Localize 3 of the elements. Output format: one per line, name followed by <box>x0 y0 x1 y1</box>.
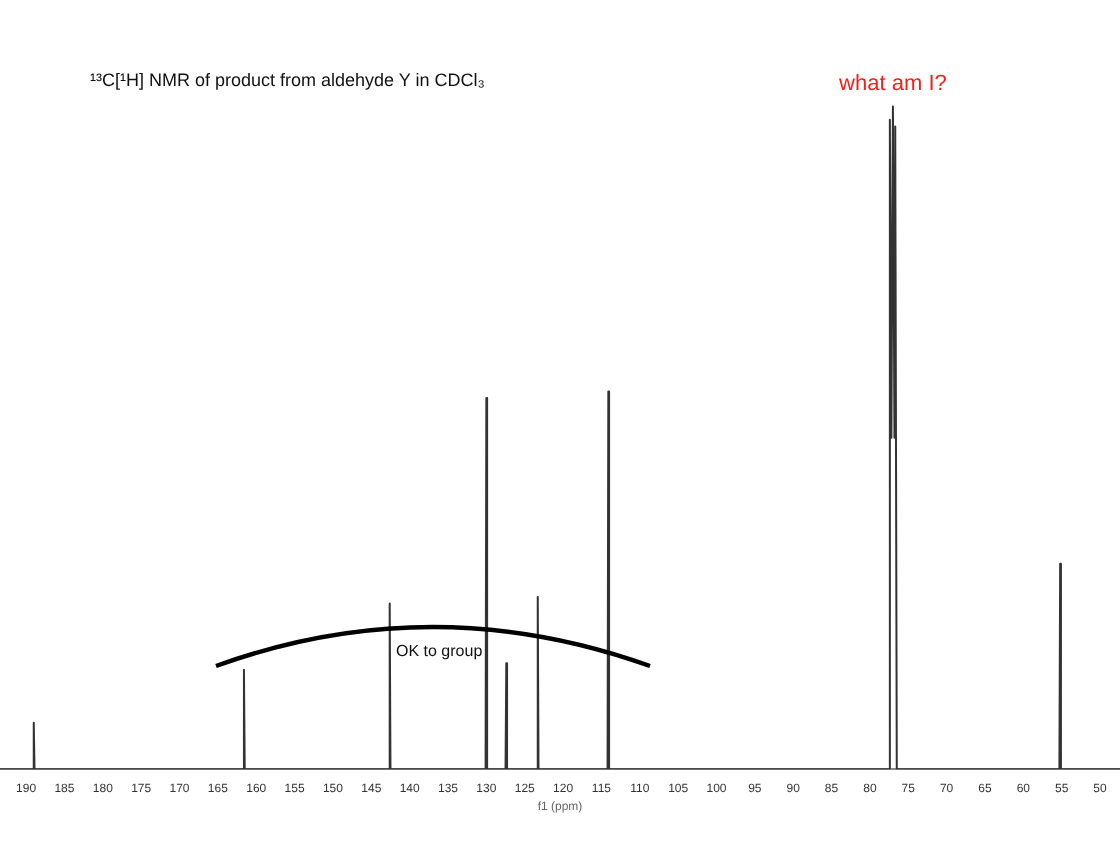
annotation: OK to group <box>396 642 483 660</box>
chart-title: ¹³C[¹H] NMR of product from aldehyde Y in CDCl₃ <box>90 70 485 90</box>
annotation: what am I? <box>837 71 947 96</box>
